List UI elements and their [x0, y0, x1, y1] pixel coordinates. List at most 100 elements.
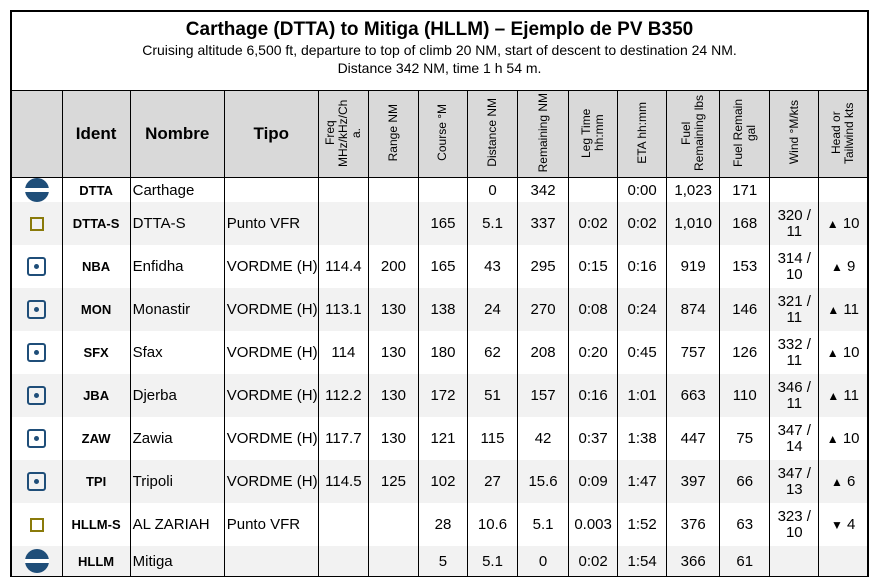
cell-freq: 114.5 — [317, 460, 369, 503]
cell-freq: 113.1 — [317, 288, 369, 331]
route-summary-line1: Cruising altitude 6,500 ft, departure to… — [142, 42, 737, 58]
cell-head-tailwind: ▲ 11 — [818, 288, 867, 331]
cell-ident: SFX — [61, 331, 131, 374]
cell-fuel-gal: 61 — [719, 546, 770, 576]
cell-remaining: 42 — [517, 417, 569, 460]
cell-eta: 0:02 — [617, 202, 667, 245]
cell-eta: 0:45 — [617, 331, 667, 374]
cell-remaining: 0 — [517, 546, 569, 576]
airport-icon — [24, 549, 49, 573]
cell-course: 102 — [417, 460, 468, 503]
header-leg-time: Leg Time hh:mm — [568, 91, 618, 178]
cell-leg-time: 0:08 — [568, 288, 618, 331]
cell-wind: 320 /11 — [769, 202, 819, 245]
cell-wind: 321 /11 — [769, 288, 819, 331]
cell-fuel-gal: 75 — [719, 417, 770, 460]
cell-nombre: AL ZARIAH — [129, 503, 225, 546]
wind-component-value: 10 — [842, 344, 860, 361]
cell-fuel-lbs: 874 — [666, 288, 720, 331]
cell-course — [417, 177, 468, 202]
cell-leg-time: 0:15 — [568, 245, 618, 288]
cell-fuel-gal: 171 — [719, 177, 770, 202]
cell-range: 130 — [367, 417, 419, 460]
header-distance: Distance NM — [466, 91, 518, 178]
cell-head-tailwind: ▲ 11 — [818, 374, 867, 417]
cell-fuel-lbs: 397 — [666, 460, 720, 503]
cell-freq: 112.2 — [317, 374, 369, 417]
wind-component-value: 10 — [842, 430, 860, 447]
cell-range — [367, 202, 419, 245]
cell-ident: NBA — [61, 245, 131, 288]
cell-wind — [769, 546, 819, 576]
cell-leg-time: 0.003 — [568, 503, 618, 546]
cell-head-tailwind: ▲ 10 — [818, 417, 867, 460]
cell-nombre: DTTA-S — [129, 202, 225, 245]
cell-wind — [769, 177, 819, 202]
cell-wind: 323 /10 — [769, 503, 819, 546]
cell-fuel-lbs: 376 — [666, 503, 720, 546]
cell-fuel-gal: 63 — [719, 503, 770, 546]
cell-remaining: 208 — [517, 331, 569, 374]
cell-distance: 62 — [466, 331, 518, 374]
table-row: NBA Enfidha VORDME (H) 114.4 200 165 43 295 0:15… — [12, 245, 867, 288]
headwind-arrow-icon: ▲ — [827, 303, 840, 317]
cell-distance: 27 — [466, 460, 518, 503]
wind-speed: 11 — [786, 351, 803, 369]
cell-freq — [317, 503, 369, 546]
cell-head-tailwind: ▲ 6 — [818, 460, 867, 503]
cell-range — [367, 177, 419, 202]
cell-waypoint-icon — [12, 460, 63, 503]
page-title: Carthage (DTTA) to Mitiga (HLLM) – Ejemp… — [185, 19, 694, 40]
header-course: Course °M — [417, 91, 468, 178]
cell-freq: 117.7 — [317, 417, 369, 460]
cell-fuel-gal: 146 — [719, 288, 770, 331]
cell-ident: JBA — [61, 374, 131, 417]
cell-range: 130 — [367, 288, 419, 331]
cell-distance: 51 — [466, 374, 518, 417]
headwind-arrow-icon: ▲ — [830, 475, 843, 489]
cell-nombre: Sfax — [129, 331, 225, 374]
wind-direction: 320 / — [777, 206, 811, 224]
wind-component-value: 11 — [843, 301, 859, 318]
cell-leg-time: 0:09 — [568, 460, 618, 503]
cell-course: 138 — [417, 288, 468, 331]
wind-speed: 13 — [785, 480, 803, 498]
cell-freq — [317, 202, 369, 245]
cell-freq: 114.4 — [317, 245, 369, 288]
cell-leg-time: 0:16 — [568, 374, 618, 417]
wind-direction: 332 / — [777, 335, 811, 353]
cell-ident: DTTA — [61, 177, 131, 202]
cell-tipo — [223, 546, 319, 576]
cell-freq: 114 — [317, 331, 369, 374]
cell-nombre: Mitiga — [129, 546, 225, 576]
cell-distance: 43 — [466, 245, 518, 288]
vordme-icon — [27, 472, 47, 491]
cell-range — [367, 546, 419, 576]
cell-leg-time: 0:02 — [568, 546, 618, 576]
cell-head-tailwind: ▲ 10 — [818, 331, 867, 374]
table-header-row: Ident Nombre Tipo Freq MHz/kHz/Ch a. Ran… — [12, 91, 867, 178]
cell-freq — [317, 546, 369, 576]
cell-waypoint-icon — [12, 331, 62, 374]
header-nombre: Nombre — [129, 91, 225, 178]
cell-fuel-gal: 126 — [719, 331, 770, 374]
cell-range: 125 — [367, 460, 419, 503]
cell-remaining: 295 — [517, 245, 569, 288]
table-row: DTTA Carthage 0 342 0:00 1,023 171 — [12, 177, 867, 202]
cell-freq — [317, 177, 369, 202]
wind-direction: 323 / — [777, 507, 811, 525]
cell-course: 165 — [417, 245, 468, 288]
vordme-icon — [27, 257, 47, 276]
cell-nombre: Enfidha — [129, 245, 225, 288]
cell-fuel-gal: 153 — [719, 245, 770, 288]
header-range: Range NM — [367, 91, 419, 178]
cell-distance: 5.1 — [466, 546, 518, 576]
cell-head-tailwind — [818, 546, 867, 576]
cell-waypoint-icon — [12, 178, 62, 202]
cell-course: 172 — [417, 374, 468, 417]
cell-wind: 347 /13 — [769, 460, 819, 503]
route-summary-line2: Distance 342 NM, time 1 h 54 m. — [337, 60, 542, 76]
cell-eta: 1:47 — [617, 460, 667, 503]
cell-leg-time: 0:37 — [568, 417, 618, 460]
flight-plan-panel: Carthage (DTTA) to Mitiga (HLLM) – Ejemp… — [10, 10, 869, 577]
